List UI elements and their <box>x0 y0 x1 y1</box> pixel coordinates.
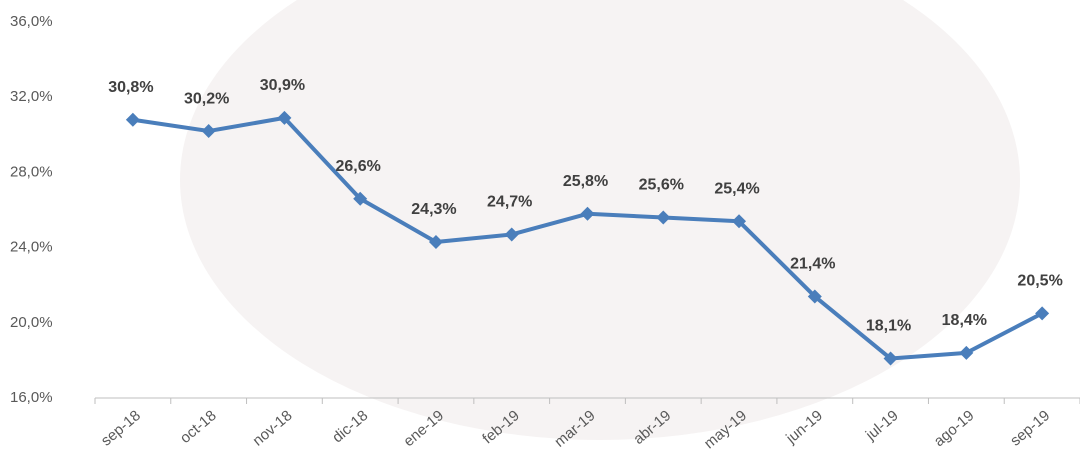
x-tick-label: dic-18 <box>329 407 371 446</box>
x-tick-label: sep-19 <box>1007 407 1053 450</box>
value-label: 30,9% <box>260 77 305 94</box>
y-tick-label: 24,0% <box>10 239 53 256</box>
y-tick-label: 20,0% <box>10 314 53 331</box>
value-label: 30,8% <box>108 79 153 96</box>
value-label: 25,6% <box>639 177 684 194</box>
watermark <box>180 0 1020 440</box>
x-tick-label: nov-18 <box>249 407 295 450</box>
chart: 16,0% 20,0% 24,0% 28,0% 32,0% 36,0% sep-18 oct-… <box>0 0 1080 476</box>
x-tick-label: jun-19 <box>782 407 826 447</box>
value-label: 24,7% <box>487 194 532 211</box>
value-label: 21,4% <box>790 256 835 273</box>
x-tick-label: sep-18 <box>98 407 144 450</box>
marker <box>959 346 973 360</box>
value-label: 18,1% <box>866 318 911 335</box>
value-label: 24,3% <box>411 201 456 218</box>
value-label: 26,6% <box>336 158 381 175</box>
value-label: 25,8% <box>563 173 608 190</box>
marker <box>126 113 140 127</box>
page: {"chart_data": {"type": "line", "categor… <box>0 0 1080 476</box>
x-tick-label: jul-19 <box>862 407 902 444</box>
marker <box>1035 306 1049 320</box>
x-tick-label: oct-18 <box>177 407 220 447</box>
y-tick-label: 32,0% <box>10 88 53 105</box>
value-label: 20,5% <box>1017 273 1062 290</box>
y-tick-label: 28,0% <box>10 163 53 180</box>
value-label: 18,4% <box>942 312 987 329</box>
y-tick-label: 36,0% <box>10 13 53 30</box>
value-label: 30,2% <box>184 90 229 107</box>
y-tick-label: 16,0% <box>10 389 53 406</box>
value-label: 25,4% <box>714 180 759 197</box>
x-tick-label: ago-19 <box>931 407 978 450</box>
